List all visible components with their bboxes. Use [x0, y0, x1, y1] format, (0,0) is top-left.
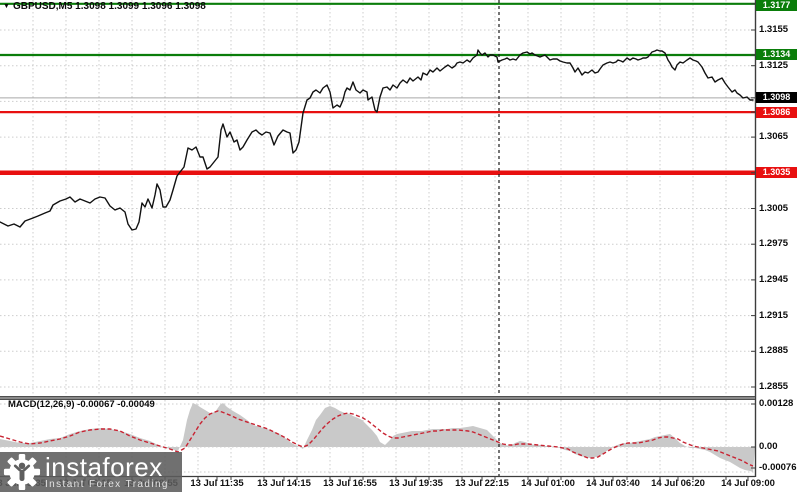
- price-axis-label-1.3177: 1.3177: [756, 0, 797, 11]
- price-axis-label-1.3134: 1.3134: [756, 49, 797, 61]
- time-axis-label: 13 Jul 16:55: [323, 478, 377, 489]
- price-axis-label-1.2885: 1.2885: [759, 345, 789, 357]
- price-axis-label-0.00128: 0.00128: [759, 398, 794, 409]
- time-axis-label: 13 Jul 19:35: [389, 478, 443, 489]
- price-axis-label-1.2945: 1.2945: [759, 273, 789, 285]
- quote-bar: ▼ GBPUSD,M5 1.3098 1.3099 1.3096 1.3098: [3, 1, 206, 12]
- macd-indicator-label: MACD(12,26,9) -0.00067 -0.00049: [8, 399, 155, 410]
- price-axis[interactable]: 1.3177 1.3155 1.3134 1.3125 1.3098 1.3086 1.30…: [755, 0, 800, 492]
- macd-signal-line: [0, 410, 754, 467]
- price-axis-label-1.2915: 1.2915: [759, 309, 789, 321]
- price-axis-label-1.2975: 1.2975: [759, 238, 789, 250]
- instaforex-watermark: instaforex Instant Forex Trading: [0, 452, 182, 492]
- symbol-period-label: GBPUSD,M5: [12, 1, 73, 12]
- price-axis-label-1.3086: 1.3086: [756, 106, 797, 118]
- price-axis-label--0.00076: -0.00076: [759, 462, 797, 473]
- time-axis-label: 13 Jul 14:15: [257, 478, 311, 489]
- panel-separator[interactable]: [0, 396, 755, 400]
- time-axis-label: 14 Jul 03:40: [586, 478, 640, 489]
- price-axis-label-1.3065: 1.3065: [759, 131, 789, 143]
- price-line: [0, 49, 754, 231]
- price-axis-label-1.2855: 1.2855: [759, 381, 789, 392]
- time-axis-label: 13 Jul 22:15: [455, 478, 509, 489]
- price-axis-label-1.3125: 1.3125: [759, 59, 789, 71]
- time-axis-label: 13 Jul 11:35: [190, 478, 244, 489]
- price-axis-label-0.00: 0.00: [759, 441, 778, 452]
- instaforex-gear-icon: [3, 453, 41, 491]
- time-axis-label: 14 Jul 09:00: [721, 478, 775, 489]
- time-axis-label: 14 Jul 01:00: [521, 478, 575, 489]
- price-axis-label-1.3035: 1.3035: [756, 167, 797, 179]
- macd-histogram: [0, 403, 755, 472]
- brand-tagline: Instant Forex Trading: [45, 478, 169, 490]
- symbol-marker-icon: ▼: [3, 3, 10, 10]
- price-axis-label-1.3098: 1.3098: [756, 92, 797, 104]
- price-axis-label-1.3155: 1.3155: [759, 24, 789, 35]
- quote-ohlc: 1.3098 1.3099 1.3096 1.3098: [75, 1, 206, 12]
- brand-name: instaforex: [45, 451, 163, 482]
- person-silhouette-icon: [13, 462, 31, 482]
- price-axis-label-1.3005: 1.3005: [759, 202, 789, 214]
- time-axis-label: 14 Jul 06:20: [651, 478, 705, 489]
